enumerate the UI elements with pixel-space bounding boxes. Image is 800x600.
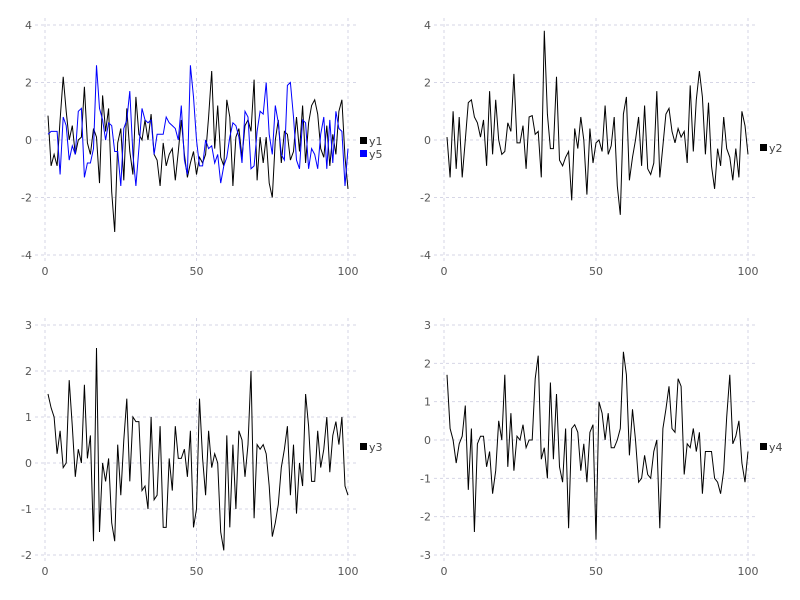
y-tick-label: 1 bbox=[424, 396, 431, 409]
x-tick-label: 100 bbox=[738, 565, 759, 578]
legend-swatch-y5 bbox=[360, 150, 367, 157]
x-tick-label: 50 bbox=[589, 265, 603, 278]
y-tick-label: 1 bbox=[25, 411, 32, 424]
legend-swatch-y2 bbox=[760, 144, 767, 151]
y-tick-label: 0 bbox=[424, 134, 431, 147]
x-tick-label: 100 bbox=[738, 265, 759, 278]
y-tick-label: 0 bbox=[25, 134, 32, 147]
x-tick-label: 50 bbox=[589, 565, 603, 578]
y-tick-label: -1 bbox=[21, 503, 32, 516]
y-tick-label: 3 bbox=[25, 319, 32, 332]
y-tick-label: 3 bbox=[424, 319, 431, 332]
y-tick-label: -4 bbox=[420, 249, 431, 262]
legend-swatch-y4 bbox=[760, 443, 767, 450]
x-tick-label: 50 bbox=[190, 565, 204, 578]
y-tick-label: 2 bbox=[25, 365, 32, 378]
legend-swatch-y1 bbox=[360, 137, 367, 144]
y-tick-label: -2 bbox=[420, 511, 431, 524]
legend-label-y2: y2 bbox=[769, 142, 783, 155]
y-tick-label: -4 bbox=[21, 249, 32, 262]
y-tick-label: -3 bbox=[420, 549, 431, 562]
y-tick-label: 2 bbox=[424, 77, 431, 90]
subplot-3: -2 -1 0 1 2 3 0 50 100 y3 bbox=[21, 318, 383, 578]
series-line-y3 bbox=[47, 347, 349, 551]
subplot-4: -3 -2 -1 0 1 2 3 0 50 100 y4 bbox=[420, 318, 783, 578]
x-tick-label: 0 bbox=[441, 265, 448, 278]
x-tick-label: 0 bbox=[42, 565, 49, 578]
legend-label-y5: y5 bbox=[369, 148, 383, 161]
series-line-y1 bbox=[47, 70, 349, 233]
x-tick-label: 0 bbox=[42, 265, 49, 278]
y-tick-label: -2 bbox=[21, 192, 32, 205]
x-tick-label: 50 bbox=[190, 265, 204, 278]
y-tick-label: -2 bbox=[420, 192, 431, 205]
y-tick-label: 2 bbox=[424, 357, 431, 370]
y-tick-label: 0 bbox=[25, 457, 32, 470]
y-tick-label: 4 bbox=[424, 19, 431, 32]
legend-swatch-y3 bbox=[360, 443, 367, 450]
y-tick-label: 4 bbox=[25, 19, 32, 32]
legend-label-y3: y3 bbox=[369, 441, 383, 454]
y-tick-label: -2 bbox=[21, 549, 32, 562]
x-tick-label: 100 bbox=[338, 565, 359, 578]
y-tick-label: -1 bbox=[420, 472, 431, 485]
series-line-y4 bbox=[446, 351, 749, 540]
legend-label-y1: y1 bbox=[369, 135, 383, 148]
x-tick-label: 0 bbox=[441, 565, 448, 578]
y-tick-label: 2 bbox=[25, 77, 32, 90]
y-tick-label: 0 bbox=[424, 434, 431, 447]
subplot-2: -4 -2 0 2 4 0 50 100 y2 bbox=[420, 18, 783, 278]
legend-label-y4: y4 bbox=[769, 441, 783, 454]
x-tick-label: 100 bbox=[338, 265, 359, 278]
series-line-y5 bbox=[47, 65, 349, 187]
series-line-y2 bbox=[446, 30, 749, 215]
